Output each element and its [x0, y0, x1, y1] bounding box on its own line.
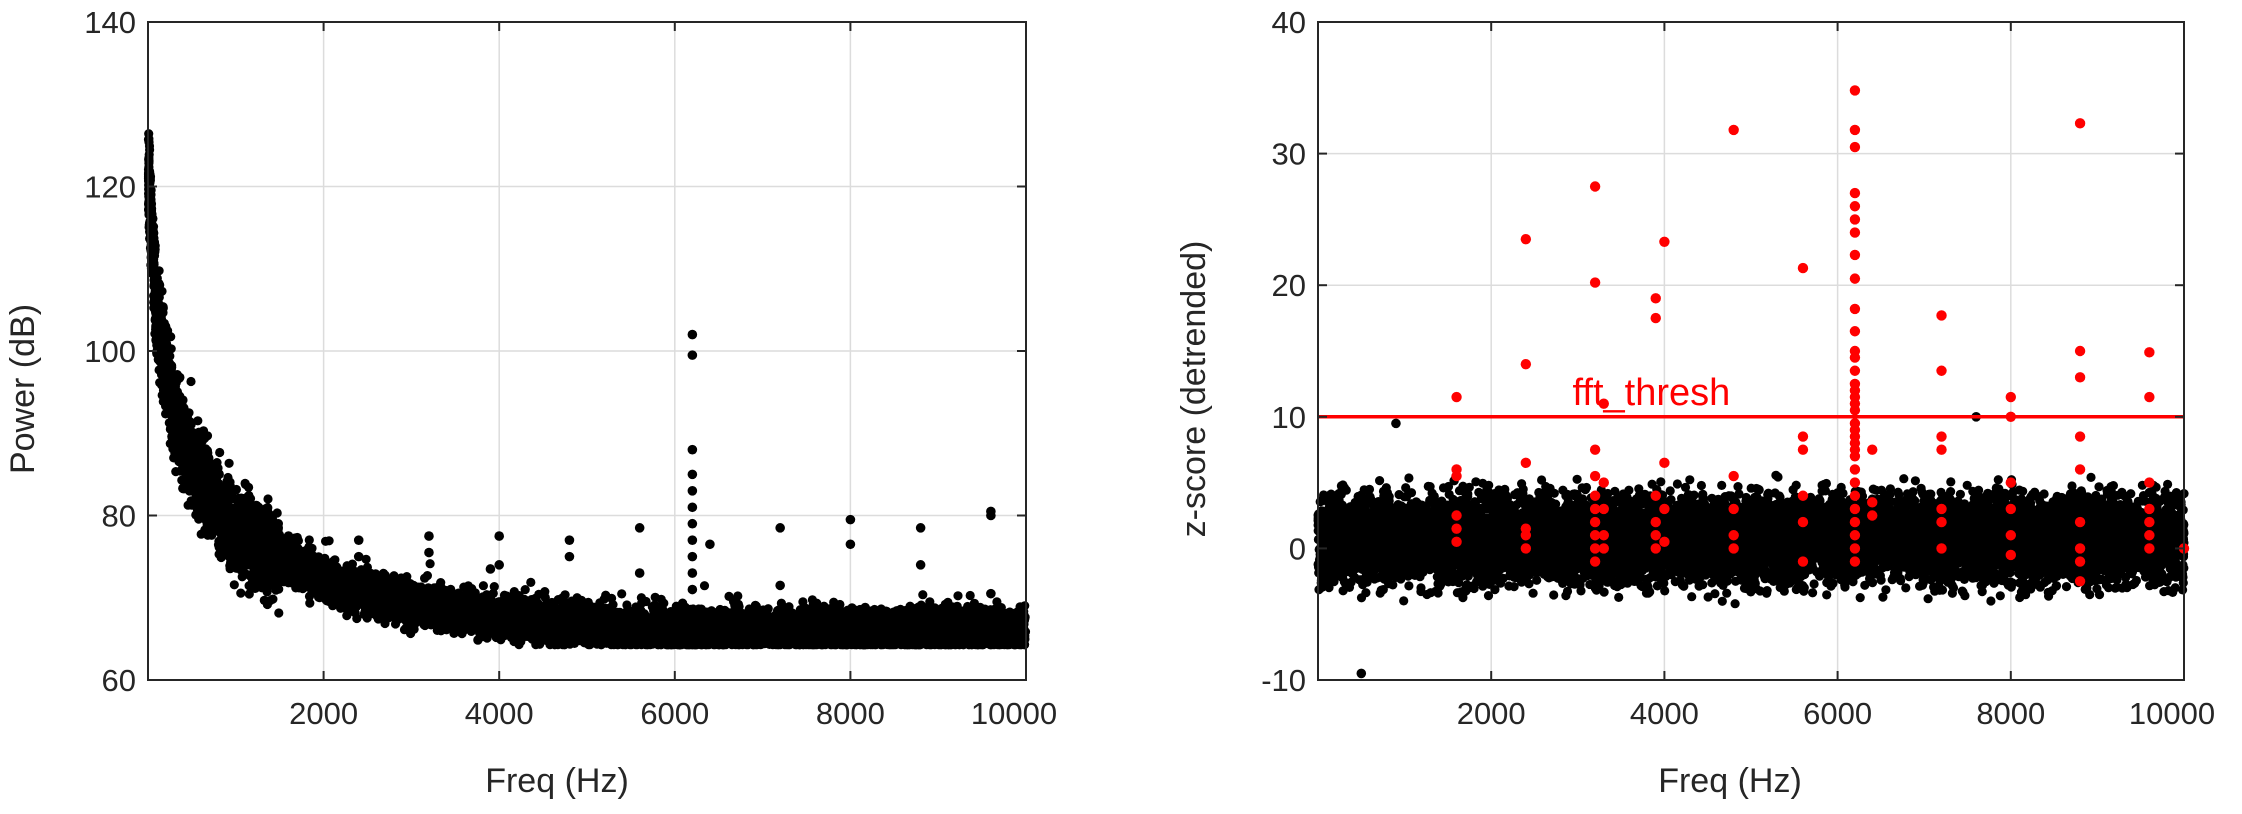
data-point [699, 581, 710, 591]
data-point [198, 426, 209, 436]
data-point [215, 447, 225, 458]
left-y-axis-label: Power (dB) [4, 304, 42, 474]
data-point [617, 589, 627, 599]
noise-points [143, 129, 1031, 650]
data-point [236, 588, 246, 598]
data-point [728, 596, 739, 607]
data-point [305, 598, 315, 608]
data-point [478, 581, 488, 591]
data-point [918, 590, 928, 600]
data-point [362, 562, 372, 573]
left-x-axis-label: Freq (Hz) [485, 762, 629, 800]
power-spectrum-panel: Power (dB) Freq (Hz) 2000 4000 6000 8000 100… [4, 5, 1057, 800]
data-point [262, 599, 272, 610]
